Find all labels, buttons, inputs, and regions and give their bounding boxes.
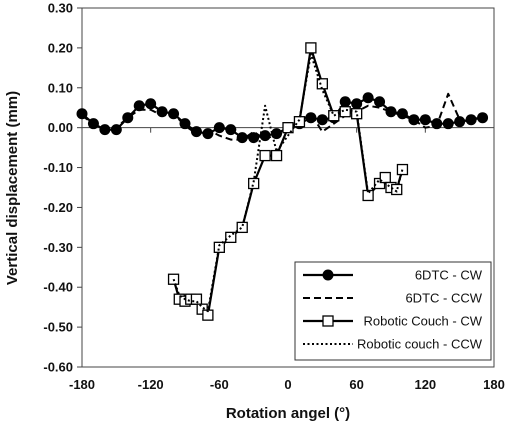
data-point	[396, 163, 409, 176]
series-3	[172, 52, 404, 313]
data-point	[248, 132, 260, 144]
data-point	[145, 98, 157, 110]
legend: 6DTC - CW 6DTC - CCW Robotic Couch - CW Rob…	[294, 261, 492, 361]
data-point	[362, 92, 374, 104]
data-point	[190, 126, 202, 138]
data-point	[259, 149, 271, 162]
x-tick-label: -120	[138, 377, 164, 392]
data-point	[248, 177, 260, 190]
x-tick-label: 0	[284, 377, 291, 392]
data-point	[196, 303, 208, 315]
series-line	[81, 92, 484, 141]
data-point	[374, 96, 386, 108]
data-point	[99, 124, 111, 136]
y-tick-label: 0.10	[48, 80, 73, 95]
data-point	[213, 241, 225, 253]
legend-item: Robotic couch - CCW	[303, 337, 483, 352]
y-tick-label: 0.30	[48, 1, 73, 16]
data-point	[133, 100, 145, 112]
legend-label: Robotic couch - CCW	[357, 337, 483, 352]
data-point	[351, 108, 363, 120]
y-axis-ticks: -0.60 -0.50 -0.40 -0.30 -0.20 -0.10 0.00 0.10 0.…	[43, 1, 82, 375]
series-0	[76, 92, 489, 144]
legend-item: 6DTC - CW	[303, 268, 483, 283]
data-point	[385, 106, 397, 118]
series-1	[81, 92, 484, 141]
data-point	[454, 116, 466, 128]
legend-label: 6DTC - CCW	[405, 291, 482, 306]
y-tick-label: 0.20	[48, 40, 73, 55]
data-point	[442, 118, 454, 130]
legend-item: 6DTC - CCW	[303, 291, 483, 306]
x-tick-label: 180	[483, 377, 505, 392]
data-point	[236, 221, 248, 234]
x-axis-title: Rotation angel (°)	[226, 405, 350, 422]
y-tick-label: -0.20	[43, 200, 73, 215]
y-tick-label: -0.40	[43, 280, 73, 295]
data-point	[270, 149, 283, 162]
data-point	[339, 96, 351, 108]
legend-label: Robotic Couch - CW	[364, 314, 483, 329]
y-tick-label: -0.50	[43, 320, 73, 335]
legend-label: 6DTC - CW	[415, 268, 483, 283]
data-point	[225, 124, 237, 136]
data-point	[351, 98, 363, 110]
data-point	[190, 293, 203, 305]
y-tick-label: 0.00	[48, 120, 73, 135]
x-tick-label: 60	[349, 377, 363, 392]
data-point	[391, 183, 403, 196]
data-point	[305, 42, 317, 54]
legend-marker	[322, 315, 334, 327]
y-tick-label: -0.10	[43, 160, 73, 175]
data-point	[213, 122, 225, 134]
data-point	[236, 132, 248, 144]
data-point	[316, 114, 328, 126]
data-point	[465, 114, 477, 126]
data-point	[328, 110, 340, 122]
series-layer	[76, 42, 489, 321]
data-point	[419, 114, 431, 126]
plot-border	[81, 7, 495, 368]
x-tick-label: -180	[69, 377, 95, 392]
series-line	[172, 52, 404, 313]
y-tick-label: -0.60	[43, 360, 73, 375]
y-tick-label: -0.30	[43, 240, 73, 255]
y-axis-title: Vertical displacement (mm)	[4, 91, 21, 285]
legend-item: Robotic Couch - CW	[303, 314, 483, 329]
x-tick-label: -60	[210, 377, 229, 392]
data-point	[225, 231, 237, 244]
x-axis-ticks: -180 -120 -60 0 60 120 180	[69, 127, 505, 392]
data-point	[339, 106, 351, 118]
data-point	[110, 124, 122, 136]
legend-marker	[322, 269, 334, 281]
x-tick-label: 120	[414, 377, 436, 392]
